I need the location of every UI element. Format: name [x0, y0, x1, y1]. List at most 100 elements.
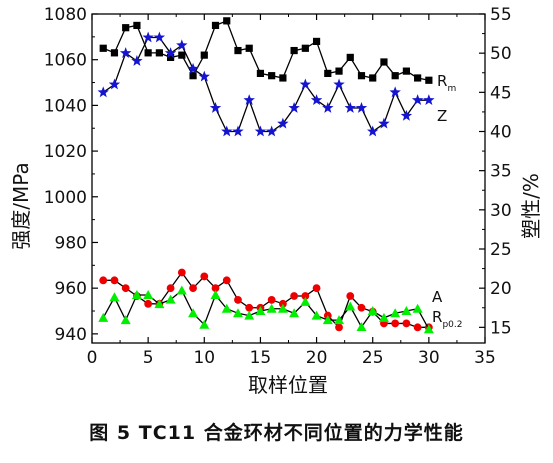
data-point-rp0-2 [109, 292, 120, 302]
data-point-rm [268, 72, 276, 80]
data-point-a [357, 303, 366, 312]
x-tick-label: 0 [87, 348, 98, 368]
data-point-rp0-2 [345, 301, 356, 311]
data-point-z [277, 117, 289, 129]
data-point-a [110, 276, 119, 285]
data-point-rm [245, 44, 253, 52]
data-point-z [131, 55, 143, 66]
x-tick-label: 15 [250, 348, 272, 368]
data-point-rm [301, 44, 309, 52]
data-point-z [119, 47, 132, 59]
data-point-z [153, 31, 166, 43]
data-point-z [108, 78, 121, 90]
x-tick-label: 25 [362, 348, 384, 368]
data-point-rm [200, 51, 208, 59]
x-tick-label: 30 [418, 348, 440, 368]
data-point-rp0-2 [221, 303, 232, 313]
data-point-a [402, 319, 411, 328]
data-point-z [142, 31, 154, 43]
data-point-a [346, 292, 355, 300]
figure-caption: 图 5 TC11 合金环材不同位置的力学性能 [89, 422, 464, 444]
data-point-rm [357, 72, 366, 80]
series-line-rp0-2 [102, 289, 430, 330]
data-point-z [232, 125, 244, 137]
data-point-rp0-2 [176, 285, 187, 295]
x-axis-title: 取样位置 [248, 373, 328, 397]
data-point-z [265, 125, 278, 137]
y-right-tick-label: 30 [490, 201, 512, 221]
data-point-rp0-2 [244, 310, 255, 320]
data-point-a [200, 272, 209, 281]
y-axis-left-title: 强度/MPa [9, 162, 33, 249]
data-point-rp0-2 [120, 315, 131, 325]
data-point-a [211, 284, 220, 293]
data-point-rp0-2 [266, 303, 277, 313]
y-right-tick-label: 45 [490, 83, 512, 103]
data-point-a [177, 268, 186, 277]
series-label-rp0-2: Rp0.2 [432, 308, 462, 330]
data-point-rp0-2 [390, 308, 401, 318]
data-point-a [290, 292, 299, 300]
data-point-rm [425, 76, 433, 84]
data-point-a [189, 284, 197, 293]
data-point-rp0-2 [334, 315, 345, 325]
data-point-z [355, 102, 368, 113]
data-point-rm [211, 21, 220, 30]
data-point-rm [279, 74, 287, 82]
data-point-a [144, 299, 153, 308]
data-point-rp0-2 [188, 308, 199, 318]
data-point-rm [312, 37, 321, 46]
data-point-a [121, 284, 130, 293]
data-point-rp0-2 [199, 319, 210, 329]
data-point-a [413, 323, 422, 332]
data-point-z [187, 62, 199, 74]
series-line-a [103, 271, 429, 329]
series-label-a: A [432, 288, 443, 306]
series-line-rm [102, 19, 429, 81]
y-right-tick-label: 35 [490, 162, 512, 182]
data-point-rm [122, 24, 130, 32]
data-point-rm [234, 46, 242, 55]
data-point-z [378, 117, 390, 129]
data-point-rm [110, 49, 119, 57]
data-point-a [245, 303, 254, 312]
data-point-rm [144, 49, 152, 57]
series-rm [99, 17, 433, 84]
series-label-rm: Rm [437, 72, 456, 94]
data-point-rp0-2 [423, 324, 434, 334]
data-point-rm [155, 49, 163, 57]
data-point-z [389, 86, 401, 98]
y-right-tick-label: 15 [490, 318, 512, 338]
data-point-a [99, 276, 108, 285]
series-rp0-2 [98, 285, 434, 334]
data-point-rp0-2 [401, 306, 412, 316]
data-point-rm [346, 53, 354, 62]
data-point-z [400, 109, 413, 121]
data-point-a [335, 323, 343, 332]
data-point-rp0-2 [277, 303, 288, 313]
y-left-tick-label: 1060 [44, 51, 87, 71]
data-point-z [243, 94, 255, 106]
x-tick-label: 10 [193, 348, 215, 368]
y-left-tick-label: 960 [55, 279, 87, 299]
data-point-rm [189, 72, 197, 80]
series-label-z: Z [437, 107, 447, 125]
data-point-rm [402, 67, 410, 75]
data-point-z [221, 125, 233, 137]
data-point-rm [290, 46, 298, 55]
data-point-rp0-2 [98, 312, 109, 322]
data-point-rm [380, 58, 388, 66]
data-point-rp0-2 [367, 306, 378, 316]
y-right-tick-label: 25 [490, 240, 512, 260]
data-point-rm [369, 74, 377, 82]
series-layer [97, 17, 435, 334]
data-point-rp0-2 [131, 290, 142, 300]
data-point-a [312, 284, 321, 293]
y-left-tick-label: 940 [55, 325, 87, 345]
data-point-rm [391, 72, 399, 80]
data-point-rp0-2 [143, 290, 154, 300]
data-point-z [411, 94, 424, 106]
data-point-rp0-2 [378, 312, 389, 322]
y-right-tick-label: 20 [490, 279, 512, 299]
data-point-a [234, 296, 242, 304]
